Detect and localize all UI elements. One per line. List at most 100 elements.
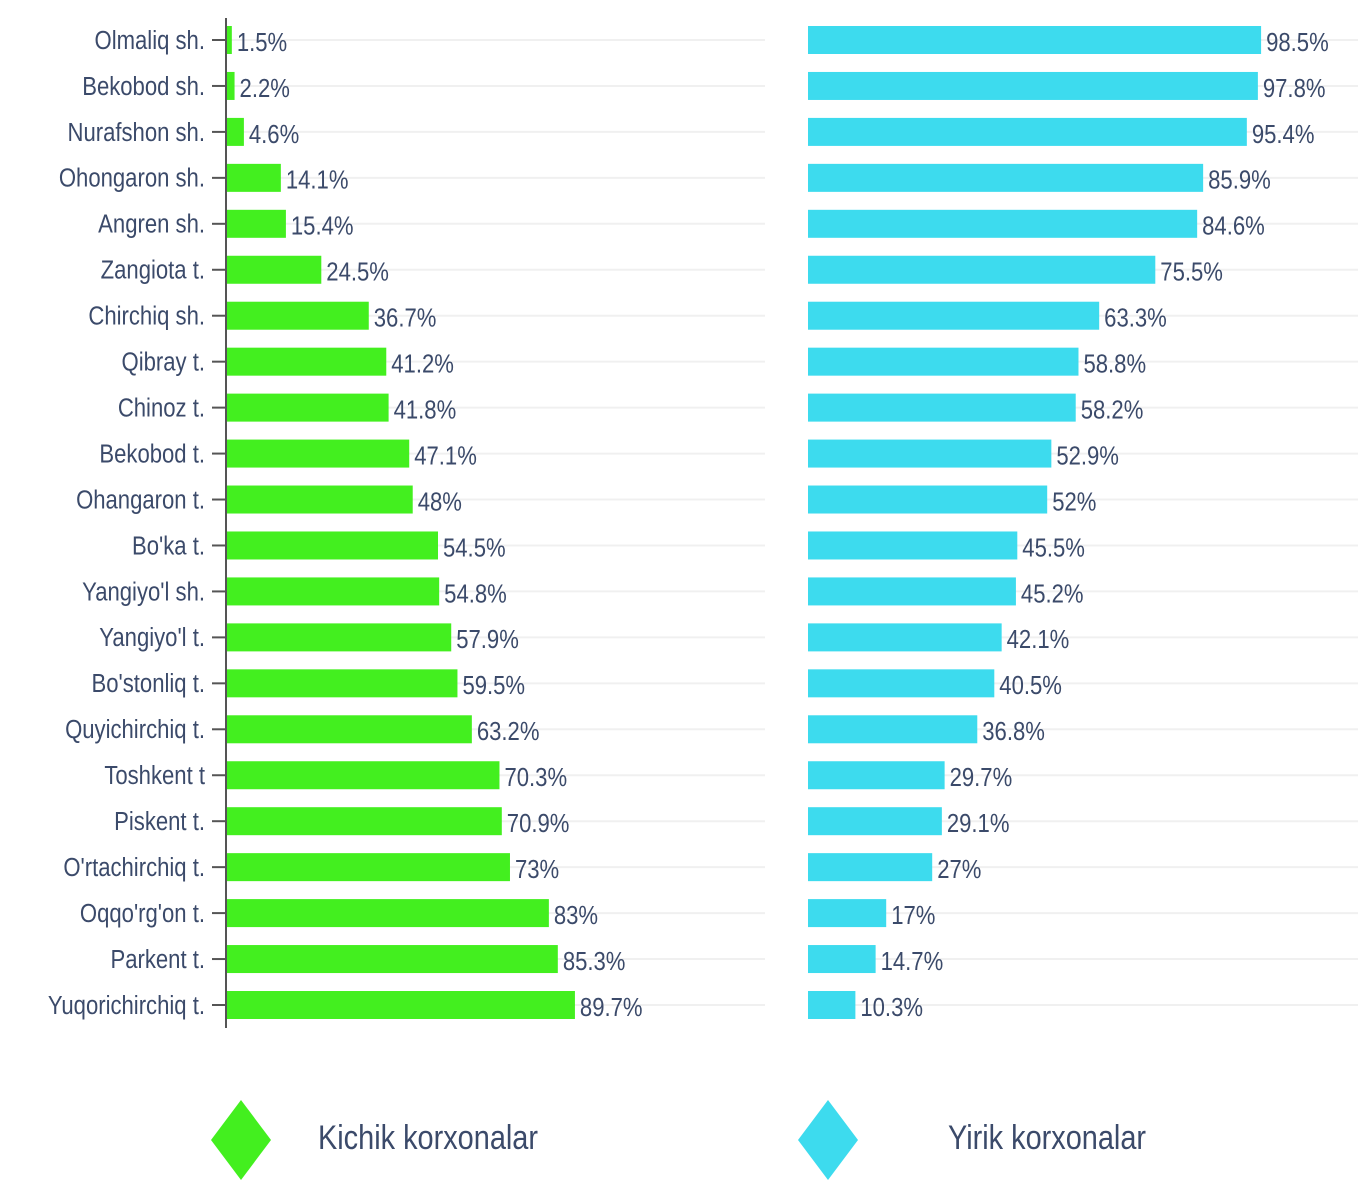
value-label: 45.2% (1021, 580, 1084, 609)
value-label: 47.1% (414, 442, 477, 471)
bar (808, 577, 1016, 606)
value-label: 85.3% (563, 947, 626, 976)
bar (808, 209, 1198, 238)
bar (226, 393, 389, 422)
value-label: 54.5% (443, 534, 506, 563)
value-label: 29.7% (950, 763, 1013, 792)
bar (808, 623, 1002, 652)
value-label: 89.7% (580, 993, 643, 1022)
value-label: 14.7% (881, 947, 944, 976)
value-label: 45.5% (1022, 534, 1085, 563)
bar (226, 669, 458, 698)
y-tick-label: Yangiyo'l t. (99, 624, 205, 653)
bar (808, 853, 933, 882)
value-label: 84.6% (1202, 212, 1265, 241)
value-label: 54.8% (444, 580, 507, 609)
bar (226, 163, 281, 192)
value-label: 2.2% (240, 74, 290, 103)
value-label: 59.5% (462, 672, 525, 701)
bar (226, 623, 452, 652)
value-label: 4.6% (249, 120, 299, 149)
y-tick-label: Yuqorichirchiq t. (48, 991, 205, 1020)
y-tick-label: Piskent t. (114, 807, 205, 836)
value-label: 75.5% (1160, 258, 1223, 287)
value-label: 42.1% (1007, 626, 1070, 655)
y-tick-label: Chinoz t. (118, 394, 205, 423)
y-tick-label: Quyichirchiq t. (65, 716, 205, 745)
bar (808, 945, 876, 974)
value-label: 70.3% (504, 763, 567, 792)
bar (226, 255, 322, 284)
y-tick-label: Nurafshon sh. (68, 118, 205, 147)
value-label: 63.3% (1104, 304, 1167, 333)
bar (226, 26, 232, 54)
value-label: 63.2% (477, 718, 540, 747)
value-label: 24.5% (326, 258, 389, 287)
value-label: 41.2% (391, 350, 454, 379)
value-label: 70.9% (507, 809, 570, 838)
value-label: 15.4% (291, 212, 354, 241)
value-label: 85.9% (1208, 166, 1271, 195)
value-label: 29.1% (947, 809, 1010, 838)
bar (226, 577, 440, 606)
bar (808, 439, 1052, 468)
value-label: 58.2% (1081, 396, 1144, 425)
y-tick-label: Toshkent t (104, 761, 205, 790)
bar (226, 71, 235, 100)
value-label: 57.9% (456, 626, 519, 655)
value-label: 95.4% (1252, 120, 1315, 149)
y-tick-label: Yangiyo'l sh. (82, 578, 205, 607)
bar (226, 531, 439, 560)
y-tick-label: Olmaliq sh. (95, 26, 205, 55)
bar (808, 991, 856, 1019)
bar (808, 255, 1156, 284)
value-label: 17% (891, 901, 935, 930)
y-tick-label: Zangiota t. (101, 256, 205, 285)
value-label: 1.5% (237, 28, 287, 57)
legend-marker (798, 1100, 858, 1180)
value-label: 10.3% (860, 993, 923, 1022)
bar (226, 209, 286, 238)
y-tick-label: Bo'ka t. (132, 532, 205, 561)
bar (808, 899, 887, 928)
value-label: 27% (937, 855, 981, 884)
value-label: 36.8% (982, 718, 1045, 747)
bar (226, 485, 413, 514)
value-label: 52.9% (1056, 442, 1119, 471)
bar (808, 531, 1018, 560)
bar (808, 71, 1258, 100)
y-tick-label: Ohongaron sh. (59, 164, 205, 193)
value-label: 98.5% (1266, 28, 1329, 57)
bar (226, 807, 502, 836)
y-tick-label: Bekobod sh. (82, 72, 205, 101)
bar (226, 715, 472, 744)
value-label: 83% (554, 901, 598, 930)
bar (226, 301, 369, 330)
value-label: 97.8% (1263, 74, 1326, 103)
bar (808, 761, 945, 790)
value-label: 58.8% (1083, 350, 1146, 379)
legend-marker (211, 1100, 271, 1180)
y-tick-label: Bo'stonliq t. (92, 670, 205, 699)
y-tick-label: Chirchiq sh. (88, 302, 205, 331)
value-label: 14.1% (286, 166, 349, 195)
value-label: 40.5% (999, 672, 1062, 701)
value-label: 52% (1052, 488, 1096, 517)
bar (808, 669, 995, 698)
bar (808, 163, 1204, 192)
bar (226, 761, 500, 790)
bar (808, 26, 1262, 54)
y-tick-label: Parkent t. (110, 945, 205, 974)
bar (808, 485, 1048, 514)
bar (226, 347, 387, 376)
bar (226, 991, 575, 1019)
value-label: 48% (418, 488, 462, 517)
y-tick-label: Oqqo'rg'on t. (80, 899, 205, 928)
y-tick-label: Ohangaron t. (76, 486, 205, 515)
bar (808, 301, 1100, 330)
bar (226, 117, 244, 146)
bar (226, 899, 549, 928)
bar (808, 393, 1076, 422)
legend-label: Kichik korxonalar (318, 1118, 538, 1157)
